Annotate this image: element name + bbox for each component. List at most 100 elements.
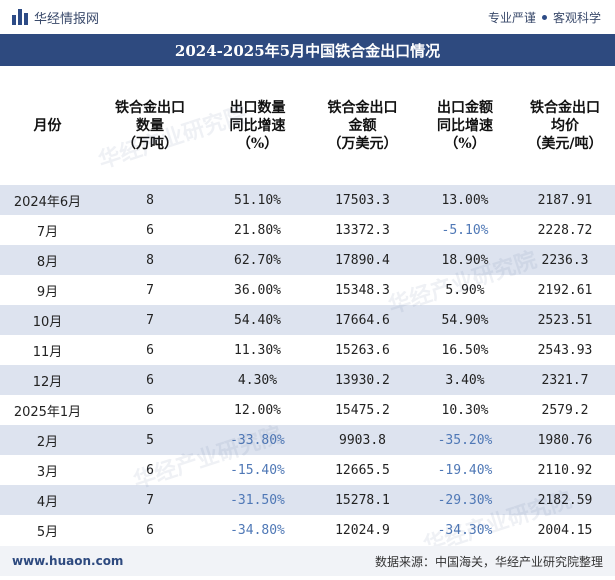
column-header: 铁合金出口 均价 （美元/吨） [527, 100, 603, 152]
table-body: 2024年6月 8 51.10% 17503.3 13.00% 2187.91 7月 6 21.… [0, 185, 615, 545]
huajing-logo-icon [12, 9, 28, 25]
table-cell: 1980.76 [515, 425, 615, 455]
table-cell: 8 [95, 185, 205, 215]
column-header: 铁合金出口 数量 （万吨） [115, 100, 185, 152]
site-url[interactable]: www.huaon.com [12, 554, 124, 568]
table-cell: 54.90% [415, 305, 515, 335]
brand[interactable]: 华经情报网 [12, 8, 99, 27]
brand-name: 华经情报网 [34, 11, 100, 27]
table-cell: 2228.72 [515, 215, 615, 245]
table-cell: 18.90% [415, 245, 515, 275]
table-cell: 2321.7 [515, 365, 615, 395]
table-cell: 6 [95, 395, 205, 425]
table-cell: 7 [95, 305, 205, 335]
table-cell: 6 [95, 455, 205, 485]
table-cell: 12665.5 [310, 455, 415, 485]
table-cell: 6 [95, 365, 205, 395]
table-cell: 36.00% [205, 275, 310, 305]
footer: www.huaon.com 数据来源：中国海关，华经产业研究院整理 [0, 546, 615, 576]
table-cell: 15475.2 [310, 395, 415, 425]
table-cell: 17664.6 [310, 305, 415, 335]
table-cell: 51.10% [205, 185, 310, 215]
row-month-cell: 10月 [0, 305, 95, 335]
table-cell: 12024.9 [310, 515, 415, 545]
table-cell: 12.00% [205, 395, 310, 425]
table-cell: 17890.4 [310, 245, 415, 275]
table-cell: -19.40% [415, 455, 515, 485]
table-cell: 8 [95, 245, 205, 275]
table-cell: 2182.59 [515, 485, 615, 515]
row-month-cell: 3月 [0, 455, 95, 485]
data-source: 数据来源：中国海关，华经产业研究院整理 [374, 554, 603, 569]
table-cell: 2187.91 [515, 185, 615, 215]
row-month-cell: 5月 [0, 515, 95, 545]
table-cell: 6 [95, 215, 205, 245]
table-cell: -35.20% [415, 425, 515, 455]
table-cell: -31.50% [205, 485, 310, 515]
table-row: 2024年6月 8 51.10% 17503.3 13.00% 2187.91 [0, 185, 615, 215]
table-cell: 21.80% [205, 215, 310, 245]
table-cell: -34.30% [415, 515, 515, 545]
table-cell: -15.40% [205, 455, 310, 485]
table-cell: 2192.61 [515, 275, 615, 305]
row-month-cell: 7月 [0, 215, 95, 245]
table-cell: 11.30% [205, 335, 310, 365]
table-cell: 15278.1 [310, 485, 415, 515]
table-cell: 5 [95, 425, 205, 455]
table-cell: 6 [95, 515, 205, 545]
table-cell: 3.40% [415, 365, 515, 395]
table-cell: 10.30% [415, 395, 515, 425]
table-cell: 62.70% [205, 245, 310, 275]
column-header: 出口数量 同比增速 （%） [229, 100, 286, 152]
top-bar: 华经情报网 专业严谨 客观科学 [0, 0, 615, 34]
row-month-cell: 2024年6月 [0, 185, 95, 215]
row-month-cell: 8月 [0, 245, 95, 275]
table-cell: -29.30% [415, 485, 515, 515]
table-row: 2025年1月 6 12.00% 15475.2 10.30% 2579.2 [0, 395, 615, 425]
table-row: 10月 7 54.40% 17664.6 54.90% 2523.51 [0, 305, 615, 335]
table-cell: 2110.92 [515, 455, 615, 485]
row-month-cell: 12月 [0, 365, 95, 395]
table-row: 12月 6 4.30% 13930.2 3.40% 2321.7 [0, 365, 615, 395]
table-cell: -33.80% [205, 425, 310, 455]
table-row: 3月 6 -15.40% 12665.5 -19.40% 2110.92 [0, 455, 615, 485]
table-cell: 2004.15 [515, 515, 615, 545]
table-cell: 2579.2 [515, 395, 615, 425]
table-header-row: 月份 铁合金出口 数量 （万吨） 出口数量 同比增速 （%） 铁合金出口 金额 （万美… [0, 67, 615, 185]
table-cell: 2543.93 [515, 335, 615, 365]
table-row: 8月 8 62.70% 17890.4 18.90% 2236.3 [0, 245, 615, 275]
table-cell: 13930.2 [310, 365, 415, 395]
table-cell: 5.90% [415, 275, 515, 305]
table-cell: 13372.3 [310, 215, 415, 245]
table-title: 2024-2025年5月中国铁合金出口情况 [0, 34, 615, 66]
tagline: 专业严谨 客观科学 [488, 9, 601, 26]
export-table: 月份 铁合金出口 数量 （万吨） 出口数量 同比增速 （%） 铁合金出口 金额 （万美… [0, 67, 615, 545]
row-month-cell: 2月 [0, 425, 95, 455]
column-header: 铁合金出口 金额 （万美元） [327, 100, 398, 152]
row-month-cell: 4月 [0, 485, 95, 515]
tagline-right: 客观科学 [552, 10, 601, 25]
table-cell: 15263.6 [310, 335, 415, 365]
table-row: 2月 5 -33.80% 9903.8 -35.20% 1980.76 [0, 425, 615, 455]
table-cell: 7 [95, 275, 205, 305]
table-row: 7月 6 21.80% 13372.3 -5.10% 2228.72 [0, 215, 615, 245]
table-row: 4月 7 -31.50% 15278.1 -29.30% 2182.59 [0, 485, 615, 515]
table-cell: 2236.3 [515, 245, 615, 275]
row-month-cell: 2025年1月 [0, 395, 95, 425]
column-header: 出口金额 同比增速 （%） [437, 100, 493, 152]
column-header: 月份 [33, 118, 62, 134]
table-cell: 15348.3 [310, 275, 415, 305]
table-row: 5月 6 -34.80% 12024.9 -34.30% 2004.15 [0, 515, 615, 545]
table-cell: -34.80% [205, 515, 310, 545]
table-cell: 6 [95, 335, 205, 365]
table-cell: 16.50% [415, 335, 515, 365]
row-month-cell: 9月 [0, 275, 95, 305]
table-cell: 4.30% [205, 365, 310, 395]
table-row: 9月 7 36.00% 15348.3 5.90% 2192.61 [0, 275, 615, 305]
table-row: 11月 6 11.30% 15263.6 16.50% 2543.93 [0, 335, 615, 365]
table-cell: 2523.51 [515, 305, 615, 335]
table-cell: 13.00% [415, 185, 515, 215]
table-cell: -5.10% [415, 215, 515, 245]
row-month-cell: 11月 [0, 335, 95, 365]
tagline-left: 专业严谨 [487, 10, 536, 25]
